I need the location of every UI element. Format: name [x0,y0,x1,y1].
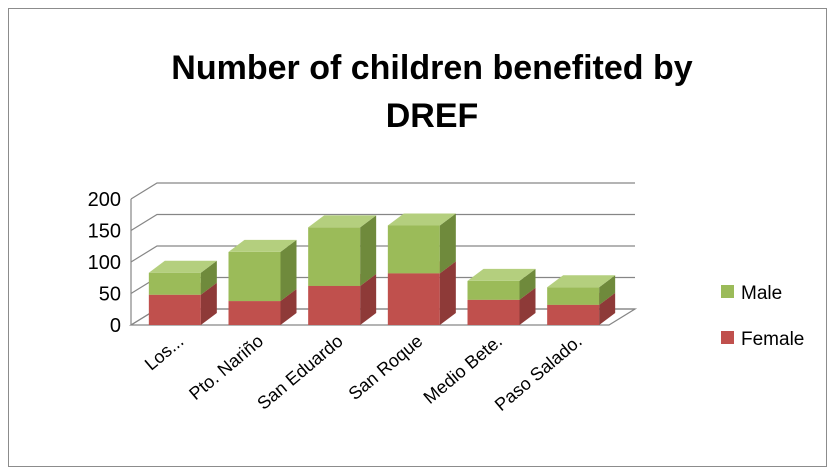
bars [148,213,616,325]
bar-side [200,282,217,325]
bar-front [547,304,600,325]
bar-front [467,280,520,300]
chart-title-line-1: Number of children benefited by [171,49,692,87]
legend: Male Female [721,283,804,350]
bar-top [467,268,536,281]
bar-front [148,272,201,295]
legend-swatch-male [721,285,734,298]
y-tick-label: 200 [88,189,121,211]
bar-segment-male [148,260,217,295]
bar-side [519,268,536,300]
y-tick-label: 100 [88,252,121,274]
bar-side [280,239,297,302]
chart-title-line-2: DREF [386,97,479,135]
chart-floor [128,308,638,326]
bar-side [439,213,456,274]
bar-side [360,273,377,325]
x-category-label: Pto. Nariño [185,331,267,404]
chart-canvas: Number of children benefited by DREF 0 5… [88,49,805,415]
x-category-label: Paso Salado. [491,331,586,415]
bar-top [547,275,616,288]
y-tick-label: 150 [88,221,121,243]
bar-front [308,285,361,325]
bar-side [599,292,616,325]
bar-segment-male [467,268,536,300]
bar-top [148,260,217,273]
bar-top [308,215,377,228]
bar-side [360,215,377,286]
bar-front [308,227,361,286]
legend-label-male: Male [741,283,782,304]
bar-front [547,287,600,305]
bar-side [200,260,217,295]
y-tick-label: 0 [110,315,121,337]
gridline [130,245,635,263]
bar-front [148,294,201,325]
bar-segment-male [228,239,297,302]
bar-side [280,289,297,325]
bar-front [387,225,440,274]
bar-front [467,299,520,325]
gridline [130,182,635,200]
y-axis-ticks: 0 50 100 150 200 [88,189,121,337]
bar-segment-male [547,275,616,305]
bar-top [228,239,297,252]
floor-plane [128,308,638,326]
x-axis-category-labels: Los... Pto. Nariño San Eduardo San Roque… [141,331,586,415]
bar-front [228,301,281,325]
bar-front [387,273,440,325]
bar-segment-male [387,213,456,274]
bar-side [599,275,616,305]
x-category-label: San Eduardo [253,331,346,414]
x-category-label: San Roque [345,331,427,404]
bar-side [439,261,456,325]
legend-label-female: Female [741,329,804,350]
legend-swatch-female [721,331,734,344]
gridline [130,213,635,232]
bar-front [228,251,281,302]
bar-side [519,287,536,325]
bar-segment-male [308,215,377,286]
x-category-label: Los... [141,331,188,375]
x-category-label: Medio Bete. [420,331,506,408]
y-tick-label: 50 [99,284,121,306]
bar-top [387,213,456,226]
chart-frame: Number of children benefited by DREF 0 5… [8,8,827,467]
